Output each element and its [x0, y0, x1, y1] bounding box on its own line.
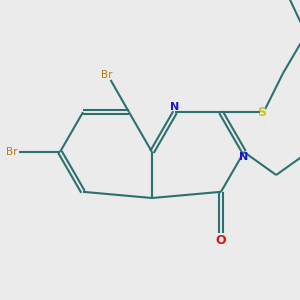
Text: Br: Br	[6, 147, 17, 157]
Text: S: S	[258, 106, 267, 119]
Text: O: O	[216, 234, 226, 247]
Text: Br: Br	[101, 70, 112, 80]
Text: N: N	[239, 152, 249, 162]
Text: N: N	[170, 102, 180, 112]
